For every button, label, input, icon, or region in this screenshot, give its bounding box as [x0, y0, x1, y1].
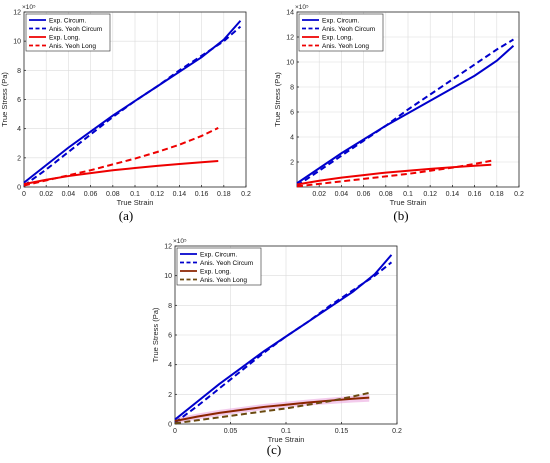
y-tick-label: 10: [286, 60, 294, 67]
legend-entry: Anis. Yeoh Circum: [49, 26, 102, 33]
y-tick-label: 6: [168, 333, 172, 340]
x-tick-label: 0.16: [195, 191, 209, 198]
chart-panel-a: 0 0.02 0.04 0.06 0.08 0.1 0.12 0.14 0.16 0.18 0.2 0…: [0, 0, 275, 232]
series-line-2: [296, 38, 514, 187]
chart-panel-b: 0.02 0.04 0.06 0.08 0.1 0.12 0.14 0.16 0.18 0.2 2 4…: [275, 0, 550, 232]
legend-entry: Anis. Yeoh Circum: [322, 26, 375, 33]
y-tick-label: 4: [168, 362, 172, 369]
y-tick-label: 4: [17, 126, 21, 133]
y-tick-label: 8: [290, 85, 294, 92]
x-tick-label: 0.1: [403, 191, 413, 198]
y-tick-label: 4: [290, 135, 294, 142]
x-tick-label: 0.15: [335, 428, 349, 435]
x-tick-label: 0.1: [281, 428, 291, 435]
y-tick-label: 10: [13, 39, 21, 46]
legend-entry: Anis. Yeoh Long: [49, 43, 96, 50]
x-tick-label: 0.05: [224, 428, 238, 435]
y-tick-label: 2: [168, 392, 172, 399]
series-line-1: [296, 45, 515, 185]
series-line-2: [174, 261, 393, 424]
chart-c-svg: 0 0.05 0.1 0.15 0.2 0 2 4 6 8 10 12 Exp. Circum. Anis…: [151, 238, 402, 457]
y-tick-label: 0: [168, 422, 172, 429]
series-line-4: [23, 127, 219, 187]
y-tick-label: 6: [17, 97, 21, 104]
panel-label-c: (c): [267, 442, 281, 457]
x-tick-label: 0.12: [423, 191, 437, 198]
x-tick-label: 0.04: [335, 191, 349, 198]
chart-a-svg: 0 0.02 0.04 0.06 0.08 0.1 0.12 0.14 0.16 0.18 0.2 0…: [0, 4, 251, 223]
x-tick-label: 0.18: [490, 191, 504, 198]
x-tick-label: 0.12: [150, 191, 164, 198]
y-tick-label: 12: [13, 10, 21, 17]
plot-area-frame: [296, 11, 520, 188]
x-tick-label: 0: [173, 428, 177, 435]
legend-entry: Anis. Yeoh Long: [200, 277, 247, 284]
legend-entry: Anis. Yeoh Long: [322, 43, 369, 50]
series-line-3: [23, 160, 219, 186]
x-tick-label: 0.18: [217, 191, 231, 198]
x-tick-label: 0.2: [392, 428, 402, 435]
chart-b-svg: 0.02 0.04 0.06 0.08 0.1 0.12 0.14 0.16 0.18 0.2 2 4…: [275, 4, 524, 223]
plot-area-frame: [23, 11, 247, 188]
series-line-2: [23, 25, 242, 187]
x-tick-label: 0.06: [357, 191, 371, 198]
x-tick-label: 0: [22, 191, 26, 198]
series-line-3: [174, 396, 370, 423]
x-tick-label: 0.14: [173, 191, 187, 198]
legend-entry: Exp. Circum.: [200, 251, 237, 258]
x-tick-label: 0.02: [39, 191, 53, 198]
x-tick-label: 0.16: [468, 191, 482, 198]
y-tick-label: 12: [286, 35, 294, 42]
series-line-4: [174, 391, 370, 425]
y-tick-label: 8: [168, 303, 172, 310]
x-tick-label: 0.08: [379, 191, 393, 198]
legend-entry: Exp. Long.: [200, 268, 231, 275]
panel-label-a: (a): [119, 208, 133, 223]
series-line-3: [296, 163, 492, 186]
legend-entry: Exp. Circum.: [49, 17, 86, 24]
y-multiplier-label: ×10⁵: [22, 4, 36, 11]
legend-entry: Anis. Yeoh Circum: [200, 260, 253, 267]
y-axis-label: True Stress (Pa): [0, 72, 9, 127]
plot-area-frame: [174, 245, 398, 425]
x-tick-label: 0.1: [130, 191, 140, 198]
y-tick-label: 10: [164, 273, 172, 280]
x-tick-label: 0.2: [514, 191, 524, 198]
series-line-4: [296, 159, 492, 188]
y-tick-label: 0: [17, 185, 21, 192]
y-axis-label: True Stress (Pa): [151, 307, 160, 362]
y-axis-label: True Stress (Pa): [275, 72, 282, 127]
x-tick-label: 0.06: [84, 191, 98, 198]
y-tick-label: 14: [286, 10, 294, 17]
y-tick-label: 12: [164, 244, 172, 251]
x-tick-label: 0.04: [62, 191, 76, 198]
y-tick-label: 2: [17, 155, 21, 162]
x-tick-label: 0.2: [241, 191, 251, 198]
x-axis-label: True Strain: [268, 435, 305, 444]
y-multiplier-label: ×10⁵: [173, 238, 187, 245]
legend-entry: Exp. Long.: [49, 34, 80, 41]
x-axis-label: True Strain: [117, 198, 154, 207]
chart-panel-c: 0 0.05 0.1 0.15 0.2 0 2 4 6 8 10 12 Exp. Circum. Anis…: [137, 232, 412, 463]
legend-entry: Exp. Circum.: [322, 17, 359, 24]
legend-entry: Exp. Long.: [322, 34, 353, 41]
x-tick-label: 0.08: [106, 191, 120, 198]
y-tick-label: 2: [290, 160, 294, 167]
x-tick-label: 0.14: [446, 191, 460, 198]
y-tick-label: 8: [17, 68, 21, 75]
y-multiplier-label: ×10⁵: [295, 4, 309, 11]
y-tick-label: 6: [290, 110, 294, 117]
x-tick-label: 0.02: [312, 191, 326, 198]
panel-label-b: (b): [393, 208, 408, 223]
x-axis-label: True Strain: [390, 198, 427, 207]
